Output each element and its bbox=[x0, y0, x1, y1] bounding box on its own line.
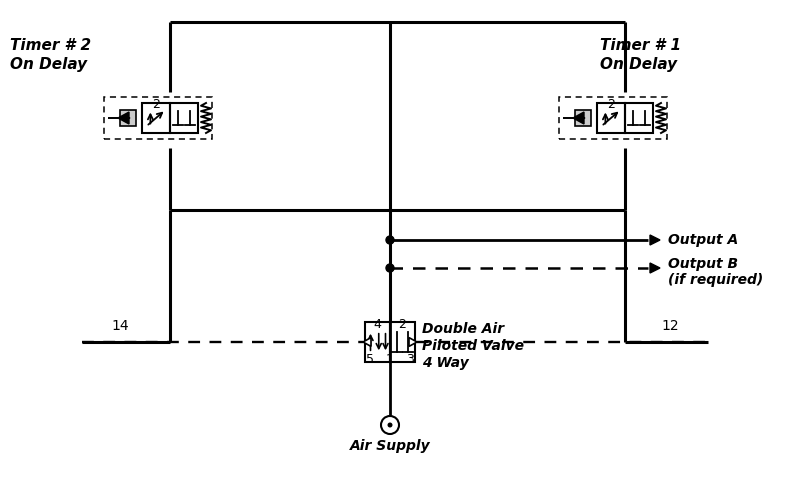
Polygon shape bbox=[650, 263, 660, 273]
Text: 4: 4 bbox=[374, 318, 382, 331]
Bar bbox=[575, 110, 591, 126]
Text: 1: 1 bbox=[386, 353, 394, 366]
Text: Double Air
Piloted Valve
4 Way: Double Air Piloted Valve 4 Way bbox=[422, 321, 524, 370]
Text: 12: 12 bbox=[661, 319, 679, 333]
Text: Output A: Output A bbox=[668, 233, 738, 247]
Text: 3: 3 bbox=[406, 353, 414, 366]
Polygon shape bbox=[650, 235, 660, 245]
Bar bbox=[390, 322, 415, 362]
Polygon shape bbox=[363, 337, 371, 347]
Text: Air Supply: Air Supply bbox=[350, 439, 430, 453]
Circle shape bbox=[387, 423, 393, 428]
Text: Timer # 1
On Delay: Timer # 1 On Delay bbox=[600, 38, 681, 72]
Polygon shape bbox=[573, 112, 584, 124]
Bar bbox=[597, 103, 625, 133]
Polygon shape bbox=[118, 112, 129, 124]
Bar bbox=[365, 322, 390, 362]
Text: 2: 2 bbox=[607, 98, 615, 111]
Bar bbox=[104, 97, 212, 139]
Bar bbox=[142, 103, 170, 133]
Text: 2: 2 bbox=[152, 98, 160, 111]
Text: Output B
(if required): Output B (if required) bbox=[668, 257, 763, 287]
Bar bbox=[120, 110, 136, 126]
Text: 2: 2 bbox=[398, 318, 406, 331]
Text: 5: 5 bbox=[366, 353, 374, 366]
Circle shape bbox=[386, 236, 394, 244]
Circle shape bbox=[386, 264, 394, 272]
Bar bbox=[170, 103, 198, 133]
Text: Timer # 2
On Delay: Timer # 2 On Delay bbox=[10, 38, 91, 72]
Bar bbox=[559, 97, 667, 139]
Bar bbox=[625, 103, 653, 133]
Text: 14: 14 bbox=[111, 319, 129, 333]
Polygon shape bbox=[409, 337, 417, 347]
